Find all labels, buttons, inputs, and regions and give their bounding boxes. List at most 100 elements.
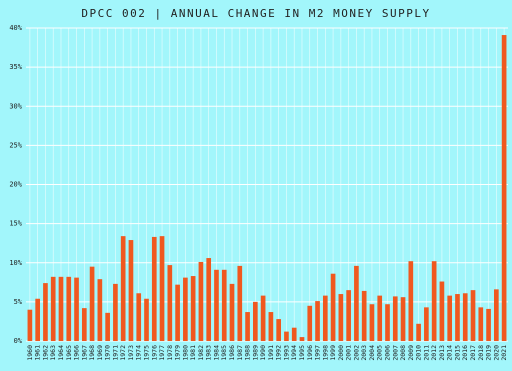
x-tick-label: 1980 xyxy=(181,345,189,361)
y-tick-label: 35% xyxy=(9,63,22,71)
x-tick-label: 2015 xyxy=(453,345,461,361)
y-tick-label: 5% xyxy=(14,298,23,306)
bar xyxy=(315,301,320,341)
x-tick-label: 1984 xyxy=(212,345,220,361)
x-tick-label: 1996 xyxy=(306,345,314,361)
x-tick-label: 1983 xyxy=(205,345,213,361)
x-tick-label: 2021 xyxy=(500,345,508,361)
x-tick-label: 1961 xyxy=(34,345,42,361)
bar xyxy=(369,304,375,341)
bar xyxy=(494,289,499,341)
x-tick-label: 2001 xyxy=(345,345,353,361)
x-tick-label: 1960 xyxy=(26,345,34,361)
bar xyxy=(58,276,64,341)
bar xyxy=(470,290,476,341)
x-tick-label: 1968 xyxy=(88,345,96,361)
bar xyxy=(478,307,484,341)
bar xyxy=(338,294,344,341)
bar xyxy=(253,301,258,341)
bar xyxy=(27,309,33,341)
x-tick-label: 2003 xyxy=(360,345,368,361)
bar xyxy=(120,236,126,341)
x-tick-label: 1971 xyxy=(111,345,119,361)
x-tick-label: 1992 xyxy=(275,345,283,361)
x-tick-label: 1969 xyxy=(96,345,104,361)
bar xyxy=(330,273,336,341)
x-tick-label: 1995 xyxy=(298,345,306,361)
x-tick-label: 1977 xyxy=(158,345,166,361)
bar xyxy=(416,323,421,341)
bar xyxy=(260,295,266,341)
x-tick-label: 2018 xyxy=(477,345,485,361)
x-tick-label: 1973 xyxy=(127,345,135,361)
bar xyxy=(400,297,406,341)
x-tick-label: 1997 xyxy=(314,345,322,361)
bar xyxy=(245,312,250,341)
x-tick-label: 1998 xyxy=(321,345,329,361)
bar xyxy=(276,319,281,341)
bar xyxy=(206,258,212,341)
bar xyxy=(105,312,110,341)
bar xyxy=(361,290,367,341)
x-tick-label: 1974 xyxy=(135,345,143,361)
bar xyxy=(50,276,56,341)
y-tick-label: 0% xyxy=(14,337,23,345)
bar xyxy=(221,269,227,341)
bar xyxy=(354,265,359,341)
x-tick-label: 2016 xyxy=(461,345,469,361)
x-tick-label: 2000 xyxy=(337,345,345,361)
x-tick-label: 2004 xyxy=(368,345,376,361)
x-tick-label: 2020 xyxy=(492,345,500,361)
x-tick-label: 1978 xyxy=(166,345,174,361)
bar xyxy=(447,295,453,341)
x-tick-label: 1976 xyxy=(150,345,158,361)
x-tick-label: 2011 xyxy=(422,345,430,361)
bar xyxy=(89,266,95,341)
x-tick-label: 2017 xyxy=(469,345,477,361)
bar xyxy=(439,281,445,341)
bar xyxy=(175,284,180,341)
bar xyxy=(229,283,235,341)
x-tick-label: 2012 xyxy=(430,345,438,361)
bar xyxy=(81,308,87,341)
x-tick-label: 1979 xyxy=(174,345,182,361)
bar xyxy=(486,308,491,341)
bar xyxy=(455,294,460,341)
x-tick-label: 1990 xyxy=(259,345,267,361)
chart-title: DPCC 002 | ANNUAL CHANGE IN M2 MONEY SUP… xyxy=(81,7,430,20)
x-tick-label: 1993 xyxy=(282,345,290,361)
y-tick-label: 20% xyxy=(9,181,22,189)
x-tick-label: 1985 xyxy=(220,345,228,361)
bar xyxy=(291,327,297,341)
x-tick-label: 1972 xyxy=(119,345,127,361)
x-tick-label: 2005 xyxy=(376,345,384,361)
x-tick-label: 1982 xyxy=(197,345,205,361)
x-tick-label: 1989 xyxy=(251,345,259,361)
bar xyxy=(113,283,118,341)
x-tick-label: 1988 xyxy=(244,345,252,361)
bar xyxy=(144,298,149,341)
x-tick-label: 1975 xyxy=(143,345,151,361)
x-tick-label: 1999 xyxy=(329,345,337,361)
bar xyxy=(307,305,313,341)
bar xyxy=(268,312,274,341)
x-tick-label: 1963 xyxy=(49,345,57,361)
bar xyxy=(322,295,328,341)
x-tick-label: 2008 xyxy=(399,345,407,361)
y-tick-label: 25% xyxy=(9,141,22,149)
bar xyxy=(136,293,142,341)
x-tick-label: 1987 xyxy=(236,345,244,361)
bar xyxy=(299,337,305,341)
x-tick-label: 1986 xyxy=(228,345,236,361)
x-tick-label: 2014 xyxy=(446,345,454,361)
bar xyxy=(462,293,468,341)
x-tick-label: 2007 xyxy=(391,345,399,361)
bar xyxy=(424,307,429,341)
bar xyxy=(385,304,390,341)
x-tick-label: 1962 xyxy=(41,345,49,361)
bar xyxy=(159,236,165,341)
bar xyxy=(392,296,398,341)
bar xyxy=(74,277,79,341)
